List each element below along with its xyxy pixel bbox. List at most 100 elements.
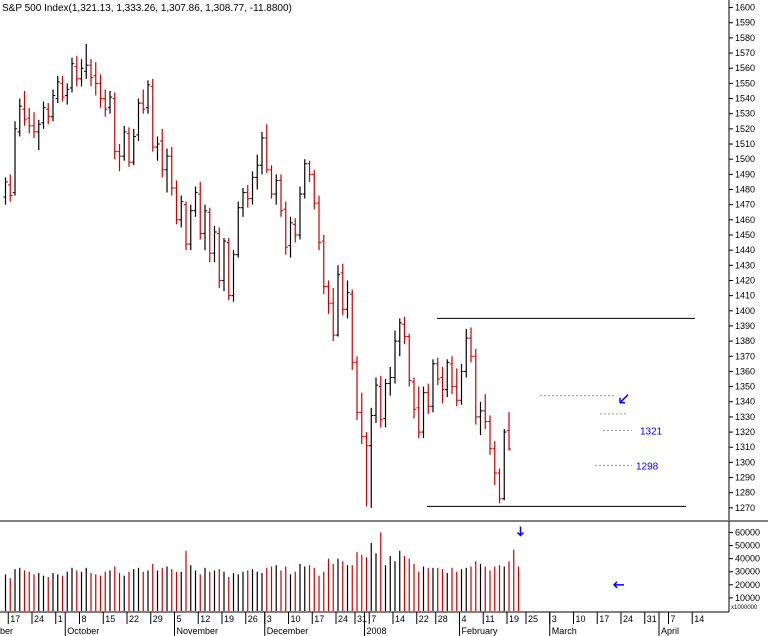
volume-tick-label: 10000 (735, 593, 760, 603)
ohlc-bar (60, 75, 65, 102)
ohlc-bar (483, 394, 488, 430)
ohlc-bar (473, 348, 478, 425)
ohlc-bar (464, 328, 469, 378)
ohlc-bar (468, 327, 474, 363)
price-tick-label: 1470 (735, 200, 755, 210)
ohlc-bar (373, 377, 379, 423)
price-annotations: 1321 1298 (619, 394, 663, 472)
price-tick-label: 1280 (735, 488, 755, 498)
ohlc-bar (27, 107, 32, 134)
ohlc-bar (74, 56, 79, 87)
date-tick-label: 24 (338, 614, 348, 624)
ohlc-bar (283, 201, 288, 255)
price-tick-label: 1500 (735, 154, 755, 164)
ohlc-bar (88, 59, 94, 87)
ohlc-bar (12, 121, 18, 196)
ohlc-bar (221, 238, 227, 292)
volume-axis: 10000 20000 30000 40000 50000 60000 x1000000 (729, 527, 760, 611)
date-tick-label: 22 (419, 614, 429, 624)
ohlc-bar (150, 78, 155, 152)
ohlc-bar (402, 316, 407, 345)
price-tick-label: 1520 (735, 124, 755, 134)
volume-tick-label: 30000 (735, 567, 760, 577)
date-tick-label: 1 (58, 614, 63, 624)
ohlc-bar (411, 377, 417, 419)
ohlc-bar (31, 112, 37, 138)
ohlc-bar (259, 131, 265, 175)
price-tick-label: 1510 (735, 139, 755, 149)
price-tick-label: 1410 (735, 291, 755, 301)
date-tick-label: 17 (10, 614, 20, 624)
date-tick-label: 7 (371, 614, 376, 624)
ohlc-bar (8, 174, 13, 202)
ohlc-bar (293, 218, 298, 243)
ohlc-bar (69, 57, 75, 93)
ohlc-bar (236, 201, 241, 258)
ohlc-bar (459, 363, 464, 405)
ohlc-bar (264, 124, 269, 173)
ohlc-bar (174, 180, 179, 225)
price-tick-label: 1310 (735, 442, 755, 452)
ohlc-bar (207, 207, 212, 263)
month-label: March (552, 626, 577, 636)
date-tick-label: 15 (105, 614, 115, 624)
ohlc-bar (269, 165, 274, 199)
date-tick-label: 24 (34, 614, 44, 624)
ohlc-bar (502, 429, 507, 501)
ohlc-bar (141, 89, 146, 114)
ohlc-bar (288, 216, 293, 258)
ohlc-bar (93, 62, 98, 96)
date-tick-label: 12 (200, 614, 210, 624)
date-tick-label: 4 (462, 614, 467, 624)
ohlc-bar (131, 128, 136, 166)
month-label: November (177, 626, 219, 636)
price-tick-label: 1360 (735, 366, 755, 376)
arrow-pointer-icon (619, 394, 629, 404)
ohlc-bar (198, 181, 203, 240)
ohlc-bar (421, 386, 426, 439)
ohlc-bar (359, 392, 364, 445)
price-tick-label: 1290 (735, 473, 755, 483)
date-tick-label: 28 (438, 614, 448, 624)
ohlc-bar (407, 333, 412, 387)
date-tick-label: 26 (248, 614, 258, 624)
ohlc-bar (478, 401, 483, 436)
price-tick-label: 1600 (735, 3, 755, 13)
price-tick-label: 1440 (735, 245, 755, 255)
support-resistance-lines (427, 317, 695, 507)
price-tick-label: 1560 (735, 63, 755, 73)
ohlc-bar (340, 263, 345, 316)
ohlc-bar (497, 468, 502, 504)
down-arrow-icon (516, 526, 525, 537)
price-tick-label: 1300 (735, 457, 755, 467)
chart-title: S&P 500 Index(1,321.13, 1,333.26, 1,307.… (2, 3, 292, 14)
ohlc-bar (36, 119, 41, 151)
ohlc-bar (388, 366, 393, 396)
ohlc-bar (65, 83, 70, 105)
price-tick-label: 1400 (735, 306, 755, 316)
ohlc-bar (383, 379, 388, 428)
price-axis: 1270 1280 1290 1300 1310 1320 1330 1340 1350 1360… (729, 3, 755, 513)
date-tick-label: 29 (153, 614, 163, 624)
date-tick-label: 8 (82, 614, 87, 624)
ohlc-bar (107, 90, 113, 114)
ohlc-bar (160, 128, 165, 178)
ohlc-bar (302, 159, 307, 199)
ohlc-bar (226, 238, 231, 301)
date-tick-label: 24 (623, 614, 633, 624)
ohlc-bar (397, 318, 402, 357)
ohlc-bar (326, 280, 331, 314)
ohlc-bar (245, 184, 250, 208)
date-tick-label: 5 (177, 614, 182, 624)
date-tick-label: 31 (357, 614, 367, 624)
price-tick-label: 1460 (735, 215, 755, 225)
date-tick-label: 14 (395, 614, 405, 624)
ohlc-bar (316, 195, 322, 251)
date-axis: ber 17 24 1 October 8 15 22 29 5 November 12 19 26 3 De… (0, 612, 704, 636)
ohlc-bar (335, 265, 341, 337)
date-tick-label: 3 (267, 614, 272, 624)
date-tick-label: 7 (671, 614, 676, 624)
ohlc-bar (430, 359, 436, 413)
ohlc-bar (84, 43, 89, 79)
